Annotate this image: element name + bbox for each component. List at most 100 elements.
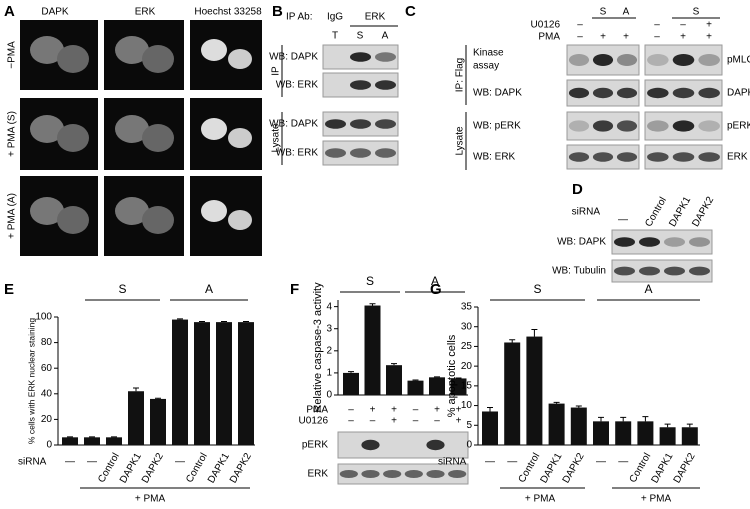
y-tick-label: 20 [461,361,473,372]
lane-label: A [382,31,389,42]
y-tick-label: 80 [41,337,53,348]
blot-label: DAPK [727,88,750,99]
blot-label: WB: ERK [473,152,516,163]
footer: + PMA [135,494,166,505]
x-tick-label: — [175,457,185,468]
band [350,80,371,90]
bar [450,378,467,395]
band [592,152,614,162]
band [568,120,590,132]
band [647,152,669,162]
band [672,87,695,99]
band [614,266,635,276]
blot-label: WB: DAPK [473,88,522,99]
section-label: Lysate [271,123,282,153]
error-bar [686,423,693,428]
band [616,54,638,66]
column-header: Hoechst 33258 [194,7,262,18]
label: Kinase [473,48,504,59]
band [672,54,695,66]
cell [228,49,252,69]
band [426,439,445,451]
x-tick-label: — [618,457,628,468]
label: assay [473,61,499,72]
y-tick-label: 3 [326,323,332,334]
band [639,237,660,247]
blot-label: WB: DAPK [269,52,318,63]
y-axis-label: % apoptotic cells [446,334,458,417]
band [639,266,660,276]
treatment: – [370,416,376,427]
y-tick-label: 25 [461,341,473,352]
blot-label: WB: DAPK [557,237,606,248]
blot-label: WB: pERK [473,121,521,132]
cell [30,36,64,64]
band [647,87,669,99]
cell [201,118,227,140]
band [325,119,346,129]
blot [611,259,713,283]
bar [150,398,166,445]
treatment: + [456,416,462,427]
label: + [600,32,606,43]
cell [228,128,252,148]
bar [429,377,445,395]
bar [504,342,521,445]
error-bar [598,416,604,422]
section-label: IP: Flag [455,58,466,92]
group-label: S [118,282,126,296]
panel-label: B [272,3,283,20]
label: PMA [538,32,560,43]
band [698,87,720,99]
blot-label: pERK [302,440,328,451]
treatment: – [348,416,354,427]
treatment: – [348,405,354,416]
y-tick-label: 40 [41,388,53,399]
label: – [654,20,660,31]
y-tick-label: 2 [326,345,332,356]
x-tick-label: — [87,457,97,468]
cell [57,124,89,152]
micrograph [190,20,262,90]
error-bar [391,363,397,366]
lane-label: T [332,31,338,42]
label: + [623,32,629,43]
row-label: siRNA [18,457,47,468]
x-tick-label: DAPK2 [140,451,166,485]
bar [386,365,402,395]
band [339,470,358,478]
band [664,266,685,276]
treatment: + [370,405,376,416]
bar [593,421,609,445]
band [647,54,669,66]
blot [337,463,469,485]
error-bar [155,397,161,399]
bar [194,322,210,445]
label: S [600,7,607,18]
y-tick-label: 0 [466,440,472,451]
band [375,119,396,129]
band [361,470,380,478]
band [568,87,590,99]
treatment: – [413,416,419,427]
x-tick-label: DAPK2 [228,451,254,485]
bar [364,305,381,395]
band [592,87,614,99]
band [592,120,614,132]
x-tick-label: DAPK2 [672,451,698,485]
bar [681,427,698,445]
label: IgG [327,12,343,23]
band [698,120,720,132]
blot-label: WB: DAPK [269,119,318,130]
row-label: + PMA (S) [7,111,18,157]
group-label: A [644,282,652,296]
band [350,119,371,129]
y-tick-label: 30 [461,321,473,332]
y-axis-label: Relative caspase-3 activity [312,282,324,413]
error-bar [487,407,493,412]
cell [115,115,149,143]
x-tick-label: — [596,457,606,468]
column-header: ERK [135,7,156,18]
label: ERK [365,12,386,23]
label: – [654,32,660,43]
